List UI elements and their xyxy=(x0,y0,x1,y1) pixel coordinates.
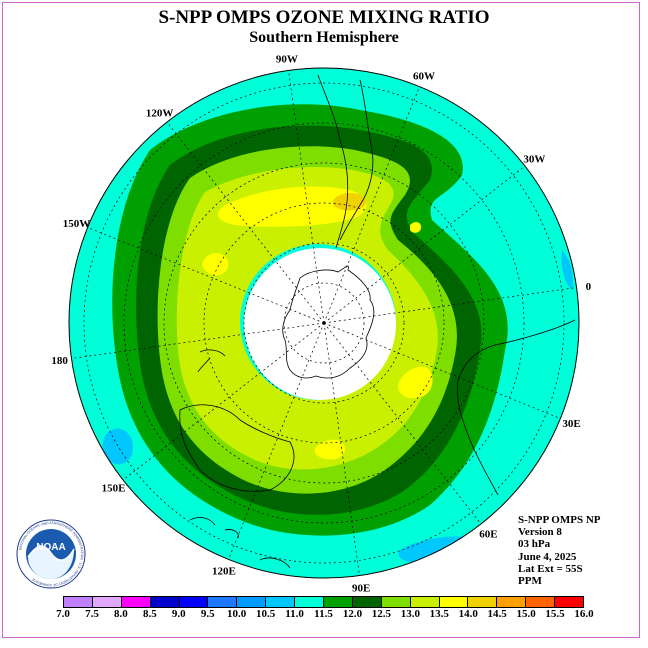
colorbar-tick-label: 16.0 xyxy=(574,608,594,620)
indonesia-coast xyxy=(189,517,291,569)
longitude-label: 90E xyxy=(352,582,370,594)
noaa-logo: NOAA NATIONAL OCEANIC AND ATMOSPHERIC AD… xyxy=(16,519,86,589)
new-zealand-coast xyxy=(197,349,226,373)
band-13.0-13.5 xyxy=(217,186,367,227)
band-10.0-10.5 xyxy=(561,250,573,290)
south-pole-marker xyxy=(322,321,326,325)
colorbar-cell xyxy=(555,596,585,608)
colorbar-cell xyxy=(410,596,440,608)
longitude-label: 90W xyxy=(276,54,298,66)
colorbar-tick-label: 15.5 xyxy=(545,608,565,620)
longitude-label: 60E xyxy=(479,528,497,540)
longitude-label: 150E xyxy=(102,482,126,494)
map-frame xyxy=(2,2,640,638)
info-instrument: S-NPP OMPS NP xyxy=(518,514,601,526)
south-america-coast xyxy=(317,74,374,249)
info-panel: S-NPP OMPS NP Version 8 03 hPa June 4, 2… xyxy=(518,514,601,587)
info-lat-extent: Lat Ext = 55S xyxy=(518,562,583,575)
colorbar-tick-label: 9.0 xyxy=(171,608,186,620)
colorbar-tick-label: 12.0 xyxy=(342,608,363,620)
colorbar-cell xyxy=(439,596,469,608)
colorbar-tick-label: 10.5 xyxy=(255,608,276,620)
colorbar-tick-label: 8.0 xyxy=(114,608,128,620)
map-subtitle: Southern Hemisphere xyxy=(249,29,399,46)
colorbar-cell xyxy=(266,596,296,608)
band-13.0-13.5 xyxy=(410,222,422,233)
colorbar-tick-label: 12.5 xyxy=(371,608,391,620)
colorbar-cell xyxy=(121,596,151,608)
longitude-labels: 90W 60W 30W 0 30E 60E 90E 120E 150E 180 150W 120W xyxy=(51,54,591,595)
colorbar-cell xyxy=(468,596,498,608)
colorbar-tick-label: 7.0 xyxy=(56,608,70,620)
colorbar xyxy=(63,596,585,608)
info-pressure: 03 hPa xyxy=(518,538,551,551)
longitude-label: 0 xyxy=(586,281,592,293)
longitude-label: 120E xyxy=(212,566,236,578)
longitude-label: 150W xyxy=(63,218,91,230)
colorbar-tick-label: 14.5 xyxy=(487,608,507,620)
colorbar-tick-label: 11.0 xyxy=(285,608,304,620)
longitude-label: 120W xyxy=(146,108,174,120)
info-unit: PPM xyxy=(518,575,542,588)
colorbar-cell xyxy=(526,596,556,608)
colorbar-tick-label: 8.5 xyxy=(142,608,157,620)
longitude-label: 30W xyxy=(523,154,545,166)
colorbar-cell xyxy=(92,596,122,608)
colorbar-cell xyxy=(352,596,382,608)
band-13.0-13.5 xyxy=(314,439,346,460)
australia-coast xyxy=(179,404,295,492)
colorbar-cell xyxy=(324,596,353,608)
band-10.0-10.5 xyxy=(102,428,134,465)
colorbar-cell xyxy=(208,596,238,608)
colorbar-cell xyxy=(179,596,209,608)
longitude-label: 180 xyxy=(51,355,68,367)
longitude-label: 30E xyxy=(562,418,580,430)
colorbar-cell xyxy=(497,596,527,608)
band-13.0-13.5 xyxy=(398,366,433,399)
info-version: Version 8 xyxy=(518,526,562,539)
colorbar-cell xyxy=(150,596,180,608)
colorbar-cell xyxy=(381,596,411,608)
colorbar-tick-label: 11.5 xyxy=(314,608,333,620)
colorbar-tick-label: 9.5 xyxy=(200,608,215,620)
band-13.0-13.5 xyxy=(202,253,229,276)
colorbar-cell xyxy=(295,596,325,608)
colorbar-tick-labels: 7.0 7.5 8.0 8.5 9.0 9.5 10.0 10.5 11.0 11.5 12.0 12… xyxy=(0,608,648,624)
colorbar-tick-label: 14.0 xyxy=(458,608,478,620)
map-title: S-NPP OMPS OZONE MIXING RATIO xyxy=(158,7,490,28)
longitude-label: 60W xyxy=(413,70,435,82)
map-boundary xyxy=(68,67,580,579)
colorbar-cell xyxy=(237,596,267,608)
coastlines xyxy=(179,74,576,569)
colorbar-tick-label: 7.5 xyxy=(85,608,99,620)
colorbar-tick-label: 10.0 xyxy=(227,608,247,620)
info-date: June 4, 2025 xyxy=(518,550,577,563)
colorbar-tick-label: 13.5 xyxy=(429,608,449,620)
colorbar-cell xyxy=(63,596,93,608)
africa-coast xyxy=(456,319,576,496)
colorbar-tick-label: 15.0 xyxy=(516,608,536,620)
colorbar-tick-label: 13.0 xyxy=(400,608,420,620)
band-13.5-14.0 xyxy=(332,192,367,211)
noaa-logo-text: NOAA xyxy=(36,542,65,553)
antarctica-coast xyxy=(282,265,375,379)
ozone-field xyxy=(69,68,579,578)
